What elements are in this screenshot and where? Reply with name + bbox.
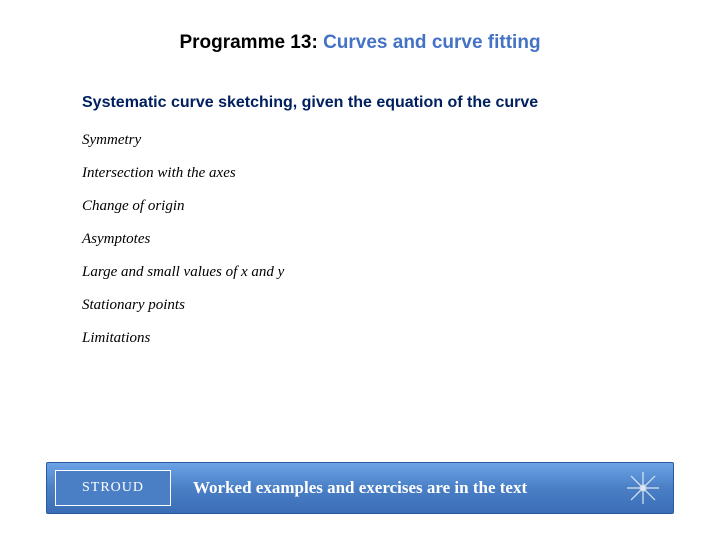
list-item: Intersection with the axes: [82, 165, 284, 182]
slide-header: Programme 13: Curves and curve fitting: [0, 32, 720, 54]
list-item: Symmetry: [82, 132, 284, 149]
list-item: Limitations: [82, 330, 284, 347]
footer-bar: STROUD Worked examples and exercises are…: [46, 462, 674, 514]
list-item: Change of origin: [82, 198, 284, 215]
list-item: Large and small values of x and y: [82, 264, 284, 281]
section-heading: Systematic curve sketching, given the eq…: [82, 94, 538, 112]
brand-box: STROUD: [55, 470, 171, 506]
starburst-icon: [623, 468, 663, 508]
programme-number: Programme 13:: [179, 32, 323, 53]
footer-message: Worked examples and exercises are in the…: [193, 478, 527, 498]
list-item: Asymptotes: [82, 231, 284, 248]
brand-label: STROUD: [82, 480, 144, 496]
list-item: Stationary points: [82, 297, 284, 314]
programme-title: Curves and curve fitting: [323, 32, 541, 53]
topic-list: Symmetry Intersection with the axes Chan…: [82, 132, 284, 363]
